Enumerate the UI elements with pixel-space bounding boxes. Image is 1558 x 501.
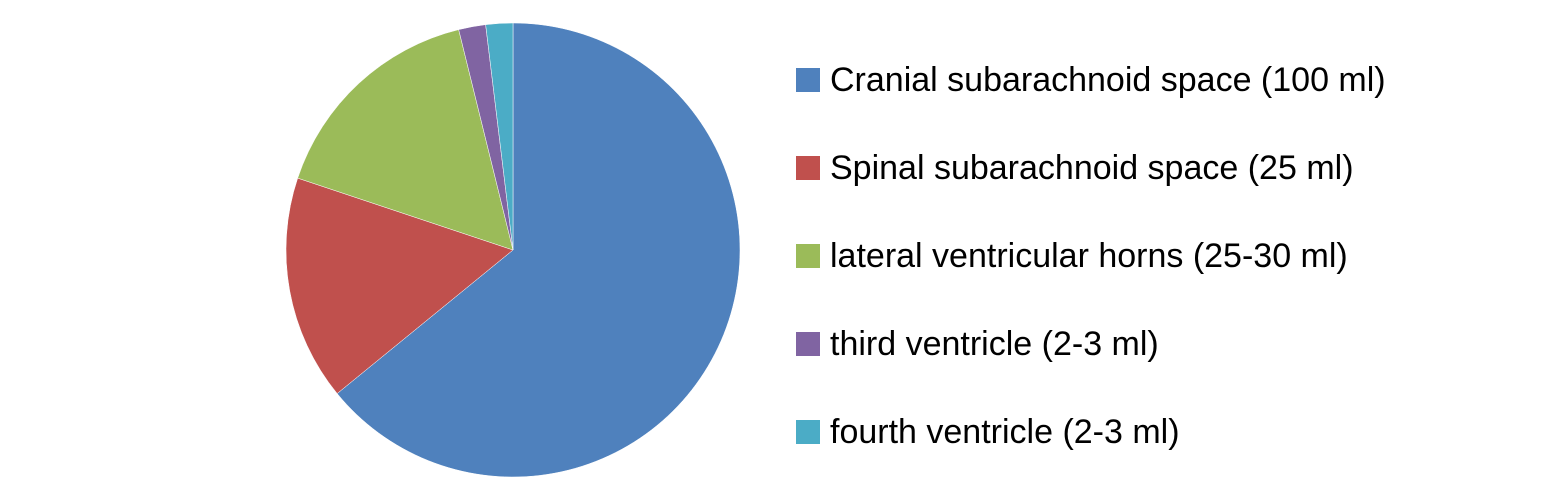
- legend-label-spinal-subarachnoid: Spinal subarachnoid space (25 ml): [830, 149, 1354, 187]
- legend-swatch-third-ventricle: [796, 332, 820, 356]
- legend-swatch-cranial-subarachnoid: [796, 68, 820, 92]
- legend-item-lateral-ventricular-horns: lateral ventricular horns (25-30 ml): [796, 212, 1536, 300]
- legend-item-cranial-subarachnoid: Cranial subarachnoid space (100 ml): [796, 36, 1536, 124]
- legend-label-lateral-ventricular-horns: lateral ventricular horns (25-30 ml): [830, 237, 1348, 275]
- legend-swatch-lateral-ventricular-horns: [796, 244, 820, 268]
- pie-slice-lateral-ventricular-horns: [297, 29, 514, 251]
- legend-label-fourth-ventricle: fourth ventricle (2-3 ml): [830, 413, 1180, 451]
- legend-label-third-ventricle: third ventricle (2-3 ml): [830, 325, 1159, 363]
- legend-item-spinal-subarachnoid: Spinal subarachnoid space (25 ml): [796, 124, 1536, 212]
- legend-item-fourth-ventricle: fourth ventricle (2-3 ml): [796, 388, 1536, 476]
- legend-swatch-fourth-ventricle: [796, 420, 820, 444]
- chart-legend: Cranial subarachnoid space (100 ml) Spin…: [796, 36, 1536, 476]
- legend-swatch-spinal-subarachnoid: [796, 156, 820, 180]
- pie-slice-cranial-subarachnoid: [336, 22, 741, 478]
- pie-slice-spinal-subarachnoid: [285, 177, 514, 394]
- legend-label-cranial-subarachnoid: Cranial subarachnoid space (100 ml): [830, 61, 1386, 99]
- legend-item-third-ventricle: third ventricle (2-3 ml): [796, 300, 1536, 388]
- pie-slice-fourth-ventricle: [485, 22, 514, 251]
